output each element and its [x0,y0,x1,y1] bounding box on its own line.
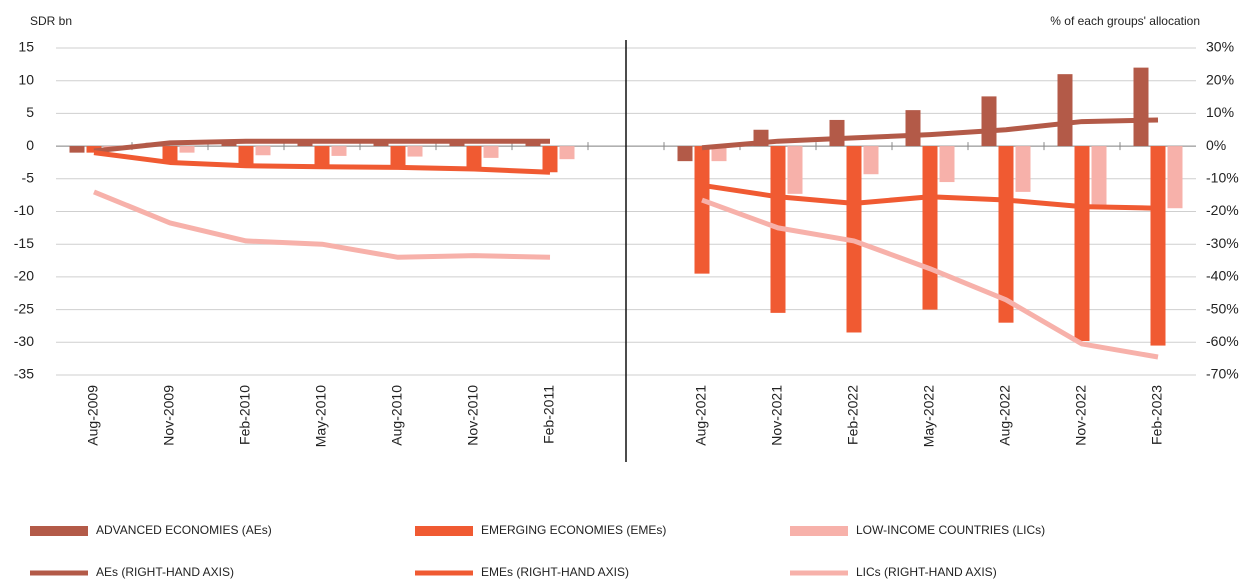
y2-tick-label: 30% [1206,39,1234,55]
bar [1057,74,1073,147]
bar [922,146,938,310]
bar [314,146,330,166]
y2-tick-label: -40% [1206,268,1239,284]
bar [694,146,710,274]
bar [998,146,1014,323]
y2-tick-label: -50% [1206,300,1239,316]
bar [255,146,271,156]
bar [863,146,879,175]
bar [1015,146,1031,192]
x-tick-label: May-2010 [313,385,329,447]
x-tick-label: Aug-2009 [85,385,101,446]
x-tick-label: Feb-2023 [1149,385,1165,445]
bar [390,146,406,166]
line [93,150,1159,211]
bar [162,146,178,163]
x-tick-label: Nov-2009 [161,385,177,446]
y-tick-label: 15 [18,39,34,55]
y2-tick-label: -10% [1206,170,1239,186]
y-tick-label: 10 [18,71,34,87]
bar [542,146,558,173]
x-tick-label: Aug-2021 [693,385,709,446]
bar [1091,146,1107,205]
x-tick-label: Nov-2022 [1073,385,1089,446]
y-tick-label: -30 [14,333,34,349]
bar [905,110,921,147]
bar [711,146,727,162]
legend-label: EMERGING ECONOMIES (EMEs) [481,523,666,537]
bar [981,96,997,147]
legend-label: LOW-INCOME COUNTRIES (LICs) [856,523,1045,537]
legend-label: LICs (RIGHT-HAND AXIS) [856,565,997,579]
bar [1167,146,1183,209]
bar [331,146,347,156]
y-tick-label: -5 [22,170,35,186]
y2-tick-label: -30% [1206,235,1239,251]
x-tick-label: Feb-2010 [237,385,253,445]
legend-label: ADVANCED ECONOMIES (AEs) [96,523,272,537]
x-tick-label: Nov-2010 [465,385,481,446]
y-tick-label: 5 [26,104,34,120]
y2-tick-label: -20% [1206,202,1239,218]
x-tick-label: Feb-2011 [541,385,557,444]
bar [829,119,845,147]
line [93,189,1159,360]
legend-swatch [30,526,88,536]
bar [407,146,423,157]
y-tick-label: -20 [14,268,34,284]
bar [238,146,254,166]
bar [939,146,955,183]
y-tick-label: 0 [26,137,34,153]
x-tick-label: May-2022 [921,385,937,447]
legend-label: AEs (RIGHT-HAND AXIS) [96,565,234,579]
y2-axis-label: % of each groups' allocation [1050,14,1200,28]
bar [787,146,803,194]
y-tick-label: -15 [14,235,34,251]
y2-tick-label: 20% [1206,71,1234,87]
y2-tick-label: 10% [1206,104,1234,120]
y2-tick-label: -60% [1206,333,1239,349]
y2-tick-label: 0% [1206,137,1226,153]
x-tick-label: Nov-2021 [769,385,785,446]
y-axis-label: SDR bn [30,14,72,28]
x-tick-label: Aug-2010 [389,385,405,446]
bar [466,146,482,169]
bar [677,146,693,162]
bar [1150,146,1166,346]
x-tick-label: Feb-2022 [845,385,861,445]
y-tick-label: -10 [14,202,34,218]
legend-swatch [790,526,848,536]
x-tick-label: Aug-2022 [997,385,1013,446]
bar [69,146,85,153]
bar [559,146,575,160]
y-tick-label: -25 [14,300,34,316]
y2-tick-label: -70% [1206,366,1239,382]
bar [1074,146,1090,341]
bar [483,146,499,158]
bar [179,146,195,153]
y-tick-label: -35 [14,366,34,382]
legend-label: EMEs (RIGHT-HAND AXIS) [481,565,629,579]
line [93,117,1159,154]
legend-swatch [415,526,473,536]
bar [1133,67,1149,147]
